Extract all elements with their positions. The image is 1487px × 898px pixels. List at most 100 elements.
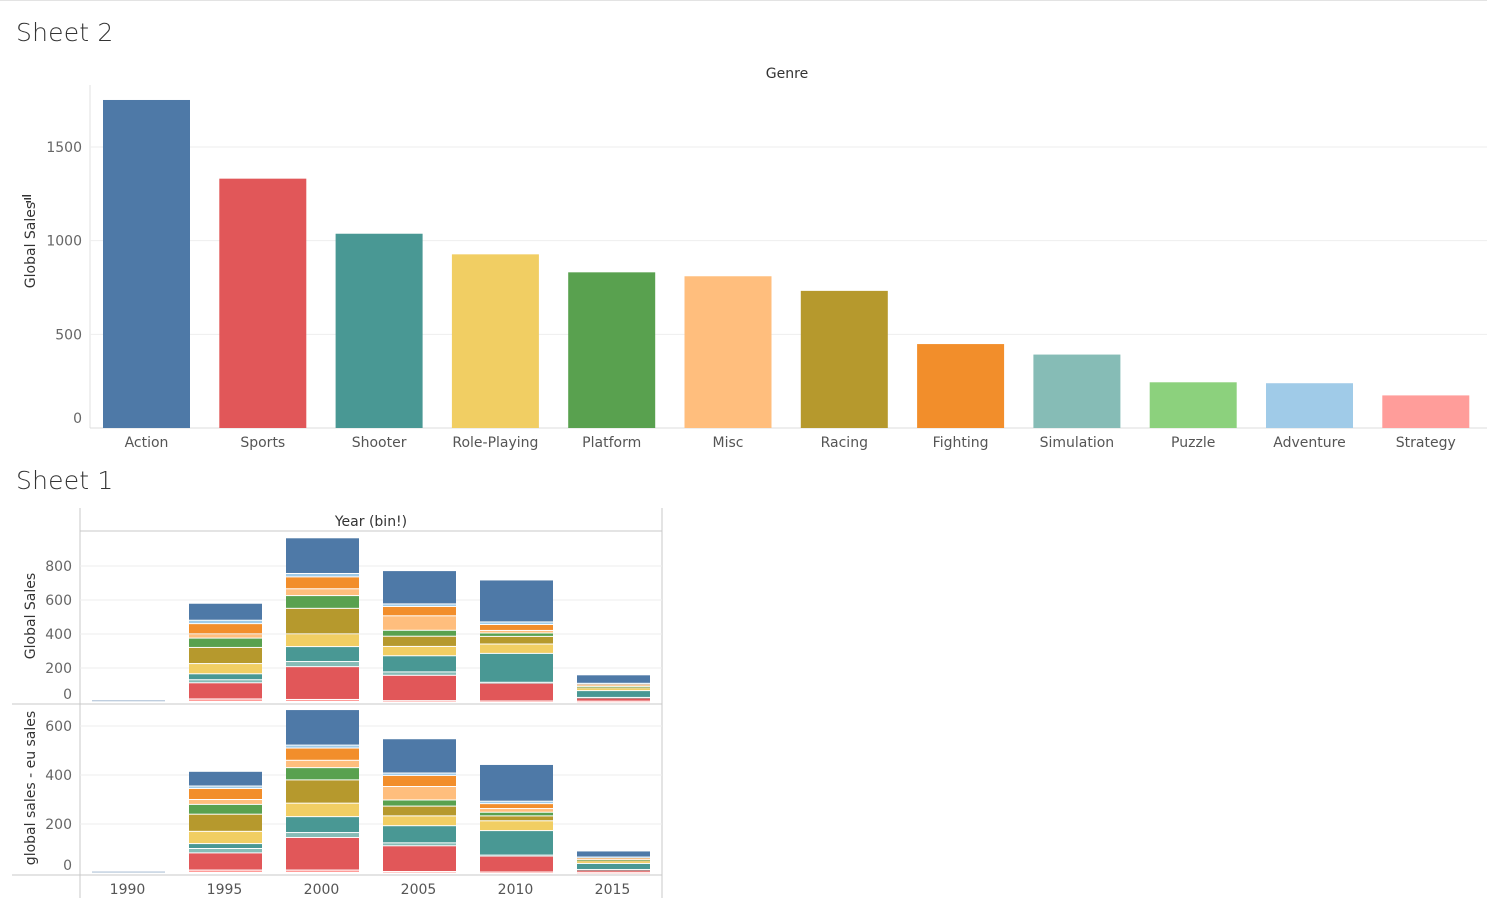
stack-segment-action <box>92 871 165 873</box>
stack-segment-role-playing <box>189 664 262 674</box>
stack-segment-strategy <box>189 699 262 701</box>
stack-segment-adventure <box>480 622 553 624</box>
stack-segment-strategy <box>286 699 359 701</box>
stack-segment-sports <box>189 853 262 870</box>
stack-segment-racing <box>189 647 262 664</box>
stack-segment-platform <box>480 633 553 636</box>
y-tick-label: 0 <box>63 858 72 874</box>
stack-segment-adventure <box>383 773 456 775</box>
y-tick-label: 800 <box>45 559 72 575</box>
x-tick-label: 2015 <box>595 882 631 898</box>
stack-segment-racing <box>189 814 262 831</box>
stack-segment-adventure <box>286 745 359 748</box>
x-tick-label: Sports <box>240 435 285 451</box>
stack-segment-strategy <box>383 701 456 702</box>
y-tick-label: 600 <box>45 593 72 609</box>
stack-segment-platform <box>189 804 262 814</box>
x-tick-label: Action <box>125 435 169 451</box>
stack-segment-platform <box>383 630 456 636</box>
top-divider <box>0 0 1487 1</box>
stack-segment-role-playing <box>480 644 553 653</box>
stack-segment-sports <box>383 675 456 701</box>
stack-segment-misc <box>577 858 650 860</box>
stack-segment-misc <box>480 630 553 633</box>
panel-y-axis-label: Global Sales <box>23 573 39 659</box>
stack-segment-role-playing <box>383 646 456 656</box>
stack-segment-sports <box>480 856 553 872</box>
stack-segment-fighting <box>286 748 359 760</box>
stack-segment-shooter <box>480 831 553 855</box>
bar-racing <box>800 290 888 428</box>
year-stacked-chart: Year (bin!) 0 200 400 600 800 Global Sales 0 200… <box>12 508 663 898</box>
stack-segment-role-playing <box>189 831 262 844</box>
stack-segment-action <box>480 580 553 622</box>
stack-segment-adventure <box>577 683 650 685</box>
stack-segment-adventure <box>189 620 262 624</box>
stack-segment-fighting <box>383 775 456 787</box>
y-tick-label: 500 <box>55 327 82 343</box>
stack-segment-action <box>286 710 359 745</box>
stack-segment-strategy <box>480 701 553 702</box>
stack-segment-role-playing <box>383 816 456 826</box>
bar-role-playing <box>451 254 539 428</box>
sort-indicator-icon <box>22 195 31 203</box>
bar-simulation <box>1033 354 1121 428</box>
x-tick-label: 2000 <box>304 882 340 898</box>
stack-segment-misc <box>383 616 456 630</box>
stack-segment-action <box>383 571 456 604</box>
stack-segment-misc <box>189 634 262 638</box>
y-tick-label: 200 <box>45 661 72 677</box>
x-tick-label: Simulation <box>1040 435 1115 451</box>
stack-segment-sports <box>577 698 650 701</box>
stack-segment-misc <box>189 799 262 804</box>
stack-segment-platform <box>286 596 359 608</box>
bar-puzzle <box>1149 382 1237 428</box>
stack-segment-role-playing <box>286 634 359 647</box>
x-tick-label: Strategy <box>1396 435 1456 451</box>
stack-segment-simulation <box>577 870 650 871</box>
stack-segment-action <box>189 603 262 620</box>
sort-indicator-bar <box>22 195 31 197</box>
stack-segment-platform <box>480 812 553 816</box>
stack-segment-fighting <box>189 788 262 799</box>
stack-segment-role-playing <box>286 803 359 817</box>
stack-segment-sports <box>480 683 553 701</box>
y-tick-label: 0 <box>73 411 82 427</box>
stack-segment-racing <box>383 806 456 816</box>
stack-segment-misc <box>286 589 359 596</box>
stack-segment-simulation <box>383 843 456 846</box>
sort-indicator-bar <box>26 201 31 203</box>
stack-segment-action <box>286 538 359 573</box>
stack-segment-simulation <box>286 662 359 667</box>
stack-segment-action <box>92 700 165 702</box>
stack-segment-adventure <box>480 801 553 804</box>
x-tick-label: Shooter <box>352 435 407 451</box>
y-tick-label: 1500 <box>46 140 82 156</box>
genre-header: Genre <box>766 66 808 82</box>
stack-segment-action <box>383 739 456 773</box>
stack-segment-shooter <box>383 656 456 672</box>
stack-segment-adventure <box>577 857 650 859</box>
stack-segment-racing <box>577 860 650 862</box>
stack-segment-fighting <box>480 624 553 630</box>
bar-strategy <box>1382 395 1470 428</box>
stack-segment-misc <box>480 809 553 812</box>
stack-segment-adventure <box>383 604 456 606</box>
x-tick-label: Role-Playing <box>452 435 538 451</box>
y-tick-label: 600 <box>45 719 72 735</box>
stack-segment-action <box>189 771 262 786</box>
stack-segment-misc <box>286 760 359 768</box>
stack-segment-platform <box>286 768 359 780</box>
stack-segment-adventure <box>286 573 359 577</box>
genre-bar-chart: Genre 0 500 1000 1500 Global Sales Action Sport… <box>22 66 1487 451</box>
stack-segment-fighting <box>480 804 553 809</box>
stack-segment-fighting <box>383 606 456 616</box>
x-tick-label: 2010 <box>498 882 534 898</box>
stack-segment-simulation <box>189 680 262 683</box>
y-tick-label: 1000 <box>46 234 82 250</box>
bar-sports <box>219 178 307 428</box>
stack-segment-sports <box>286 667 359 699</box>
stack-segment-role-playing <box>577 688 650 691</box>
stack-segment-simulation <box>189 848 262 853</box>
stack-segment-platform <box>577 686 650 688</box>
